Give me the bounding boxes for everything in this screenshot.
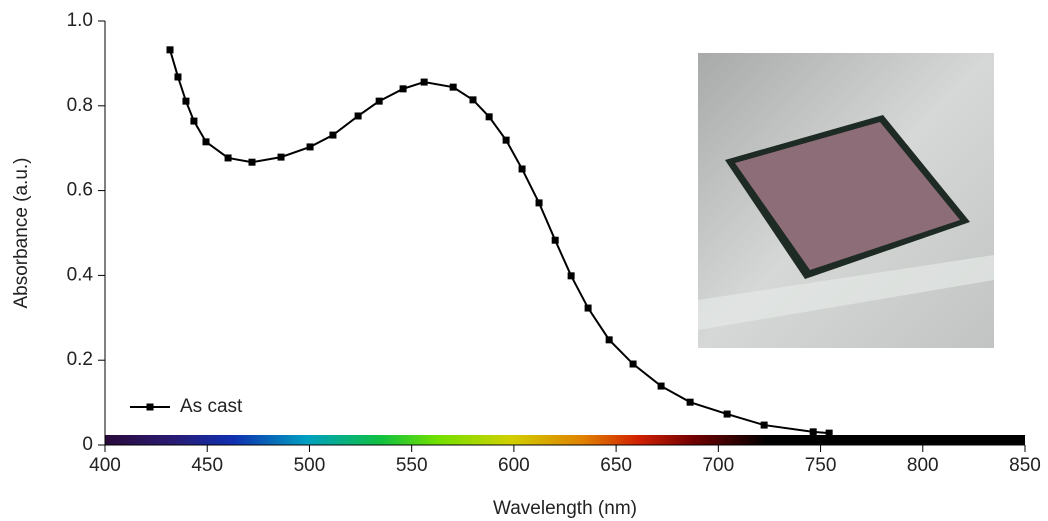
x-tick-label: 700 xyxy=(702,455,734,476)
x-tick-label: 600 xyxy=(498,455,530,476)
data-point xyxy=(629,360,637,368)
data-point xyxy=(174,73,182,81)
data-point xyxy=(449,83,457,91)
x-tick-label: 450 xyxy=(191,455,223,476)
data-point xyxy=(190,117,198,125)
x-tick-label: 500 xyxy=(294,455,326,476)
data-point xyxy=(535,199,543,207)
x-tick-label: 750 xyxy=(805,455,837,476)
data-point xyxy=(469,96,477,104)
y-axis-label: Absorbance (a.u.) xyxy=(11,157,32,308)
y-tick-label: 1.0 xyxy=(67,10,93,31)
data-point xyxy=(518,165,526,173)
x-tick-label: 800 xyxy=(907,455,939,476)
y-tick-label: 0 xyxy=(82,434,93,455)
x-tick-label: 850 xyxy=(1009,455,1041,476)
data-point xyxy=(277,153,285,161)
data-point xyxy=(825,429,833,437)
x-tick-label: 550 xyxy=(396,455,428,476)
x-axis-label: Wavelength (nm) xyxy=(493,498,637,519)
data-point xyxy=(306,143,314,151)
spectrum-bar xyxy=(105,435,1025,445)
data-point xyxy=(809,428,817,436)
data-point xyxy=(182,97,190,105)
y-tick-label: 0.4 xyxy=(67,264,94,285)
data-point xyxy=(224,154,232,162)
x-tick-label: 650 xyxy=(600,455,632,476)
data-point xyxy=(248,158,256,166)
data-point xyxy=(605,336,613,344)
data-point xyxy=(723,410,731,418)
data-point xyxy=(166,46,174,54)
data-point xyxy=(354,112,362,120)
inset-photo xyxy=(698,53,994,348)
plot xyxy=(166,46,833,437)
data-point xyxy=(760,421,768,429)
data-point xyxy=(399,85,407,93)
data-point xyxy=(202,138,210,146)
y-tick-label: 0.2 xyxy=(67,349,93,370)
data-point xyxy=(329,131,337,139)
data-point xyxy=(420,78,428,86)
data-point xyxy=(551,236,559,244)
data-point xyxy=(657,382,665,390)
data-point xyxy=(485,113,493,121)
x-tick-label: 400 xyxy=(89,455,121,476)
legend-label: As cast xyxy=(180,396,243,417)
data-point xyxy=(502,136,510,144)
y-tick-label: 0.8 xyxy=(67,95,93,116)
data-point xyxy=(584,304,592,312)
data-point xyxy=(567,272,575,280)
y-tick-label: 0.6 xyxy=(67,180,93,201)
legend-marker xyxy=(146,403,154,411)
data-point xyxy=(686,398,694,406)
data-point xyxy=(375,97,383,105)
